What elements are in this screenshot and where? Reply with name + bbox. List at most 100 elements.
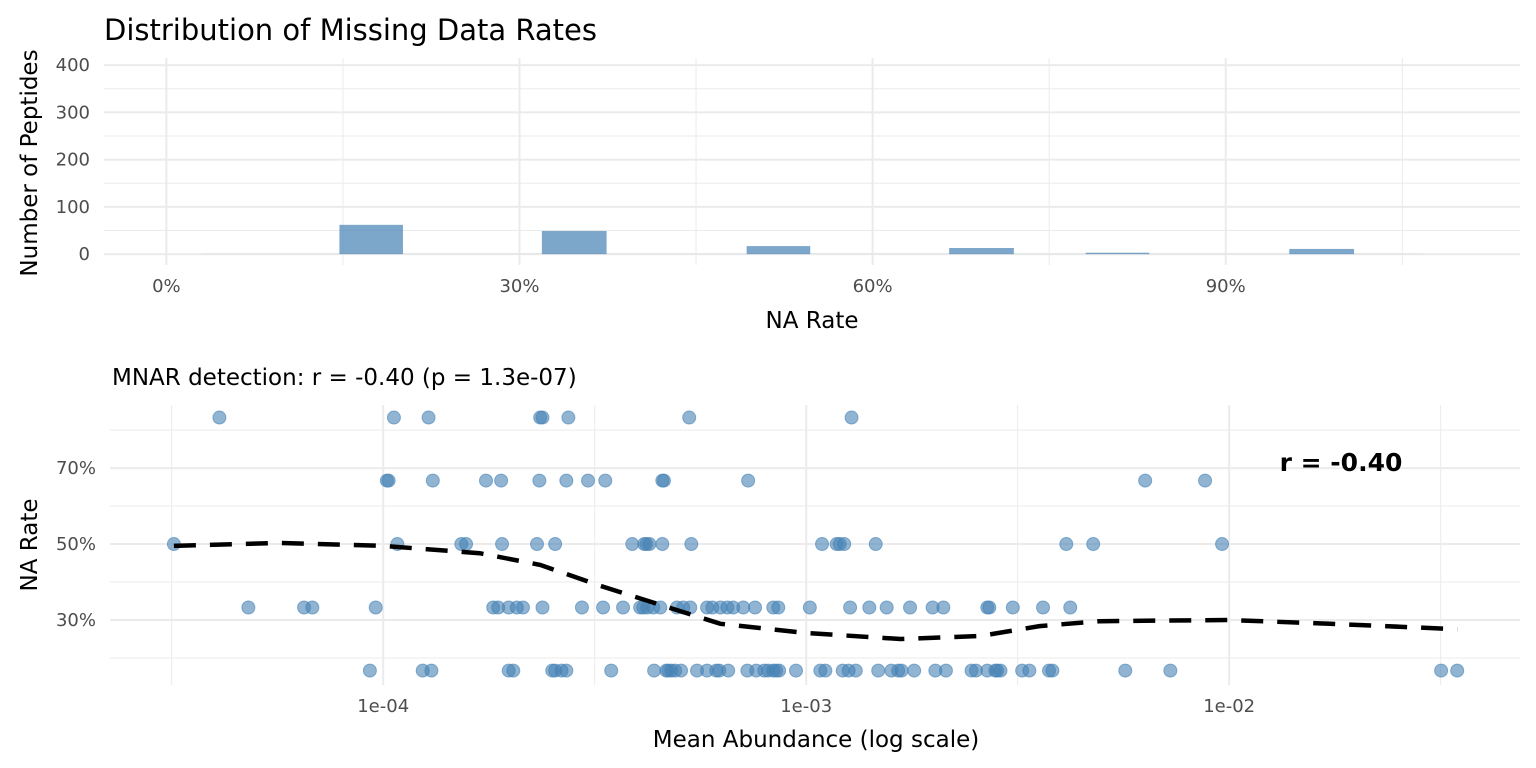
scatter-point <box>879 600 894 615</box>
x-tick-label: 60% <box>853 276 893 297</box>
scatter-point <box>903 600 918 615</box>
x-tick-label: 30% <box>499 276 539 297</box>
scatter-point <box>425 473 440 488</box>
scatter-point <box>581 473 596 488</box>
scatter-point <box>1063 600 1078 615</box>
scatter-point <box>494 473 509 488</box>
scatter-point <box>625 537 640 552</box>
scatter-point <box>506 663 521 678</box>
scatter-point <box>381 473 396 488</box>
scatter-point <box>862 600 877 615</box>
scatter-point <box>1163 663 1178 678</box>
scatter-point <box>871 663 886 678</box>
histogram-grid <box>104 58 1520 265</box>
y-tick-label: 100 <box>56 197 90 218</box>
scatter-point <box>741 473 756 488</box>
scatter-point <box>647 663 662 678</box>
histogram-title: Distribution of Missing Data Rates <box>104 13 597 47</box>
scatter-grid <box>110 405 1520 685</box>
scatter-point <box>535 600 550 615</box>
scatter-point <box>495 537 510 552</box>
scatter-point <box>772 663 787 678</box>
scatter-point <box>530 537 545 552</box>
scatter-point <box>684 537 699 552</box>
scatter-point <box>241 600 256 615</box>
scatter-point <box>548 537 563 552</box>
scatter-point <box>802 600 817 615</box>
y-tick-label: 50% <box>56 534 96 555</box>
x-tick-label: 0% <box>152 276 181 297</box>
scatter-point <box>868 537 883 552</box>
histogram-x-label: NA Rate <box>766 308 859 334</box>
scatter-point <box>559 663 574 678</box>
scatter-point <box>1198 473 1213 488</box>
scatter-point <box>421 410 436 425</box>
x-tick-label: 1e-02 <box>1203 696 1255 717</box>
scatter-point <box>907 663 922 678</box>
scatter-point <box>642 537 657 552</box>
scatter-point <box>815 537 830 552</box>
scatter-point <box>936 600 951 615</box>
scatter-point <box>1450 663 1465 678</box>
histogram-bar <box>949 247 1014 255</box>
scatter-point <box>1059 537 1074 552</box>
scatter-point <box>1138 473 1153 488</box>
scatter-point <box>616 600 631 615</box>
y-tick-label: 200 <box>56 150 90 171</box>
scatter-point <box>515 600 530 615</box>
scatter-point <box>212 410 227 425</box>
x-tick-label: 1e-03 <box>780 696 832 717</box>
y-tick-label: 400 <box>56 55 90 76</box>
histogram-bar <box>746 246 811 255</box>
scatter-y-label: NA Rate <box>17 499 43 592</box>
scatter-points <box>166 410 1465 678</box>
scatter-x-label: Mean Abundance (log scale) <box>653 727 979 753</box>
scatter-point <box>1045 663 1060 678</box>
scatter-point <box>656 473 671 488</box>
scatter-point <box>982 600 997 615</box>
scatter-point <box>848 663 863 678</box>
scatter-point <box>674 663 689 678</box>
trend-line <box>173 540 1458 642</box>
y-tick-label: 70% <box>56 458 96 479</box>
scatter-point <box>559 473 574 488</box>
scatter-point <box>386 410 401 425</box>
scatter-point <box>837 537 852 552</box>
scatter-point <box>938 663 953 678</box>
y-tick-label: 0 <box>79 244 90 265</box>
scatter-point <box>532 473 547 488</box>
scatter-point <box>596 600 611 615</box>
scatter-point <box>561 410 576 425</box>
scatter-point <box>788 663 803 678</box>
scatter-point <box>535 410 550 425</box>
scatter-point <box>424 663 439 678</box>
scatter-point <box>1036 600 1051 615</box>
scatter-point <box>993 663 1008 678</box>
histogram-bar <box>1289 248 1355 255</box>
scatter-point <box>655 537 670 552</box>
x-tick-label: 1e-04 <box>357 696 409 717</box>
scatter-point <box>368 600 383 615</box>
scatter-point <box>682 410 697 425</box>
scatter-point <box>1005 600 1020 615</box>
scatter-point <box>1215 537 1230 552</box>
histogram-bar <box>541 230 607 255</box>
scatter-point <box>844 410 859 425</box>
histogram-bar <box>339 224 403 255</box>
y-tick-label: 30% <box>56 610 96 631</box>
histogram-y-label: Number of Peptides <box>17 49 43 276</box>
scatter-point <box>598 473 613 488</box>
scatter-point <box>1118 663 1133 678</box>
scatter-point <box>843 600 858 615</box>
scatter-point <box>305 600 320 615</box>
histogram-empty-bins <box>201 253 1423 255</box>
scatter-point <box>771 600 786 615</box>
histogram-bars <box>201 224 1423 255</box>
scatter-point <box>894 663 909 678</box>
scatter-point <box>1022 663 1037 678</box>
correlation-annotation: r = -0.40 <box>1280 448 1403 477</box>
scatter-point <box>653 600 668 615</box>
scatter-point <box>479 473 494 488</box>
scatter-point <box>459 537 474 552</box>
